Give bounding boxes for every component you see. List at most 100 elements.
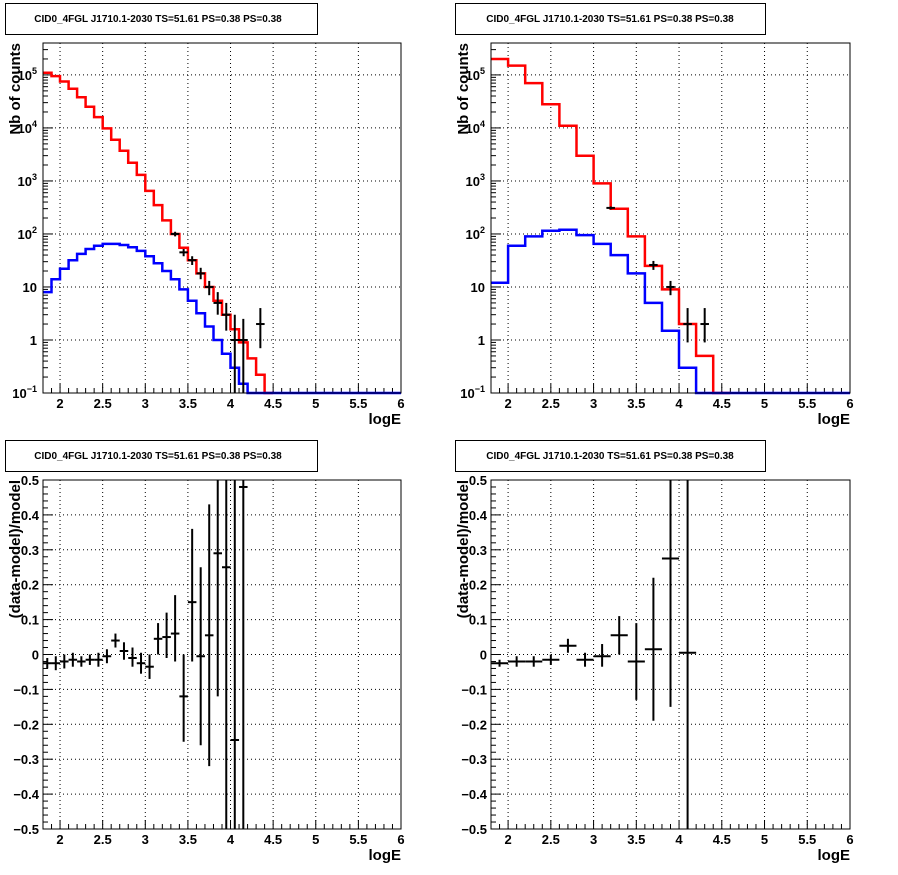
x-tick-label: 3.5 xyxy=(627,396,645,411)
x-tick-label: 6 xyxy=(846,832,853,847)
y-tick-base: 10 xyxy=(18,121,32,136)
y-tick-label: −0.2 xyxy=(461,717,487,732)
y-tick-exponent: 4 xyxy=(480,119,485,129)
x-tick-label: 4 xyxy=(675,396,683,411)
y-tick-base: 10 xyxy=(466,227,480,242)
x-tick-label: 5 xyxy=(312,832,319,847)
y-tick-label: 10 xyxy=(471,280,485,295)
x-tick-label: 3.5 xyxy=(179,832,197,847)
x-tick-label: 3.5 xyxy=(179,396,197,411)
histogram-step-blue xyxy=(491,228,850,395)
y-tick-label: 0 xyxy=(480,648,487,663)
y-tick-label: −0.3 xyxy=(461,752,487,767)
y-tick-label: 105 xyxy=(18,66,37,83)
x-tick-label: 2 xyxy=(56,396,63,411)
y-tick-base: 10 xyxy=(466,68,480,83)
x-tick-label: 5.5 xyxy=(349,396,367,411)
y-tick-exponent: 2 xyxy=(32,225,37,235)
y-tick-label: 104 xyxy=(18,119,37,136)
x-axis-label: logE xyxy=(369,847,402,864)
histogram-step-red xyxy=(491,57,731,395)
x-tick-label: 6 xyxy=(397,396,404,411)
title-box xyxy=(455,3,766,35)
title-box xyxy=(455,440,766,472)
title-box xyxy=(5,3,318,35)
x-tick-label: 2.5 xyxy=(94,832,112,847)
y-tick-label: 104 xyxy=(466,119,485,136)
y-tick-label: 0.3 xyxy=(21,543,39,558)
chart-panel-2: CID0_4FGL J1710.1-2030 TS=51.61 PS=0.38 … xyxy=(455,3,854,428)
y-tick-label: 0 xyxy=(32,648,39,663)
y-tick-base: 10 xyxy=(466,174,480,189)
y-tick-label: −0.1 xyxy=(13,682,39,697)
x-tick-label: 5 xyxy=(761,396,768,411)
y-tick-label: 0.4 xyxy=(21,508,40,523)
x-tick-label: 5.5 xyxy=(798,396,816,411)
x-tick-label: 4.5 xyxy=(264,832,282,847)
chart-title: CID0_4FGL J1710.1-2030 TS=51.61 PS=0.38 … xyxy=(34,451,282,462)
y-tick-exponent: 2 xyxy=(480,225,485,235)
x-tick-label: 4 xyxy=(675,832,683,847)
x-tick-label: 4 xyxy=(227,396,235,411)
plot-frame xyxy=(490,42,851,394)
x-axis-label: logE xyxy=(818,847,851,864)
y-tick-label: −0.4 xyxy=(461,787,487,802)
x-tick-label: 3 xyxy=(142,396,149,411)
x-tick-label: 2 xyxy=(56,832,63,847)
y-tick-base: 10 xyxy=(460,386,474,401)
x-tick-label: 4 xyxy=(227,832,235,847)
y-tick-label: −0.1 xyxy=(461,682,487,697)
chart-panel-3: CID0_4FGL J1710.1-2030 TS=51.61 PS=0.38 … xyxy=(5,440,405,864)
y-tick-label: −0.5 xyxy=(13,822,39,837)
x-tick-label: 2.5 xyxy=(542,396,560,411)
x-tick-label: 2 xyxy=(504,396,511,411)
y-tick-exponent: 5 xyxy=(32,66,37,76)
x-tick-label: 2.5 xyxy=(542,832,560,847)
y-tick-label: 0.1 xyxy=(469,613,487,628)
y-tick-exponent: −1 xyxy=(475,384,485,394)
plot-frame xyxy=(42,479,402,830)
y-tick-label: 0.5 xyxy=(469,473,487,488)
y-tick-label: 0.1 xyxy=(21,613,39,628)
x-tick-label: 5.5 xyxy=(349,832,367,847)
y-tick-label: 103 xyxy=(18,172,37,189)
x-tick-label: 5.5 xyxy=(798,832,816,847)
x-tick-label: 6 xyxy=(846,396,853,411)
x-tick-label: 2 xyxy=(504,832,511,847)
y-tick-label: 0.3 xyxy=(469,543,487,558)
x-tick-label: 3 xyxy=(590,396,597,411)
y-tick-label: −0.2 xyxy=(13,717,39,732)
y-tick-exponent: 4 xyxy=(32,119,37,129)
x-tick-label: 4.5 xyxy=(264,396,282,411)
y-axis-label: Nb of counts xyxy=(455,43,472,135)
y-tick-label: 105 xyxy=(466,66,485,83)
y-tick-label: 0.2 xyxy=(21,578,39,593)
y-tick-base: 10 xyxy=(18,174,32,189)
y-tick-label: 10−1 xyxy=(12,384,37,401)
y-tick-label: 0.2 xyxy=(469,578,487,593)
x-tick-label: 2.5 xyxy=(94,396,112,411)
plot-frame xyxy=(490,479,851,830)
x-tick-label: 6 xyxy=(397,832,404,847)
chart-panel-4: CID0_4FGL J1710.1-2030 TS=51.61 PS=0.38 … xyxy=(455,440,854,864)
histogram-step-blue xyxy=(43,242,401,395)
y-tick-label: −0.5 xyxy=(461,822,487,837)
y-tick-base: 10 xyxy=(18,227,32,242)
y-tick-label: −0.3 xyxy=(13,752,39,767)
y-tick-label: 0.4 xyxy=(469,508,488,523)
y-tick-exponent: 3 xyxy=(32,172,37,182)
y-tick-label: 1 xyxy=(30,333,37,348)
y-tick-label: 10−1 xyxy=(460,384,485,401)
histogram-step-red xyxy=(43,71,274,395)
x-axis-label: logE xyxy=(369,411,402,428)
y-tick-label: −0.4 xyxy=(13,787,39,802)
y-axis-label: (data-model)/model xyxy=(455,480,472,618)
title-box xyxy=(5,440,318,472)
y-tick-base: 10 xyxy=(18,68,32,83)
y-tick-label: 103 xyxy=(466,172,485,189)
x-tick-label: 5 xyxy=(312,396,319,411)
y-tick-label: 0.5 xyxy=(21,473,39,488)
x-axis-label: logE xyxy=(818,411,851,428)
y-tick-exponent: −1 xyxy=(27,384,37,394)
